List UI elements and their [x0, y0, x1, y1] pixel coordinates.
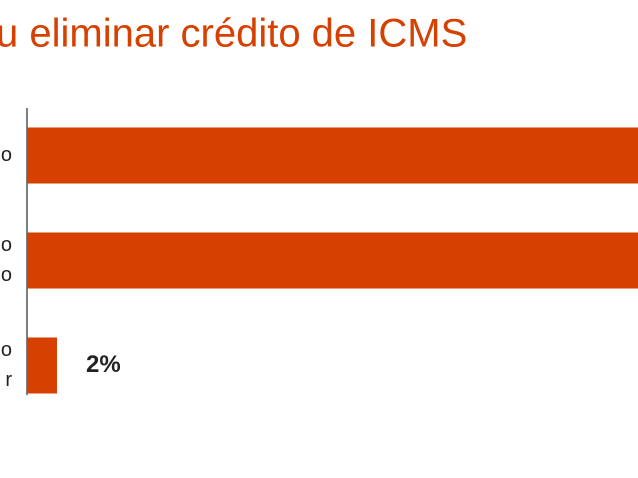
y-tick-label: o: [1, 144, 12, 166]
y-tick-label: o: [1, 339, 12, 361]
y-tick-label: o: [1, 234, 12, 256]
y-tick-label: o: [1, 264, 12, 286]
bar: [27, 232, 638, 289]
bar: [27, 337, 57, 394]
value-label: 2%: [86, 351, 121, 378]
y-tick-label: r: [5, 369, 12, 391]
chart-title: u eliminar crédito de ICMS: [0, 12, 467, 56]
bar: [27, 127, 638, 184]
